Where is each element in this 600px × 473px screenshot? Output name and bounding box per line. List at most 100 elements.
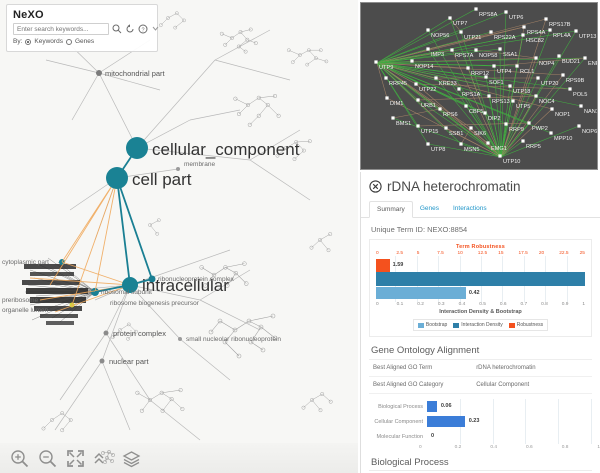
minor-node-markers[interactable] [96,70,182,364]
go-term-key: Best Aligned GO Term [373,365,433,371]
axis-tick: 0.1 [396,302,404,307]
axis-tick: 12.5 [477,251,488,256]
node-label-organelle-lumen: organelle lumen [2,307,49,314]
network-node [448,16,452,20]
svg-text:UTP6: UTP6 [509,15,523,21]
robustness-plot: 1.59 0.42 [374,256,587,302]
search-by-label: By: [13,38,23,45]
network-node [466,66,470,70]
zoom-out-icon[interactable] [38,449,57,468]
search-panel[interactable]: NeXO ? [6,4,161,52]
svg-text:SSB1: SSB1 [449,131,463,137]
svg-text:IMP3: IMP3 [431,52,444,58]
svg-text:UTP4: UTP4 [497,69,511,75]
legend-swatch [417,322,424,328]
svg-text:UTP13: UTP13 [579,34,596,40]
network-node [474,7,478,11]
term-detail-panel[interactable]: rDNA heterochromatin Summary Genes Inter… [360,172,600,473]
layers-icon[interactable] [122,449,141,468]
node-label-mitochondrial-part: mitochondrial part [105,69,166,78]
go-chart-row: Biological Process 0.06 [369,399,592,414]
radio-keywords[interactable] [25,38,32,45]
detail-tabs[interactable]: Summary Genes Interactions [361,201,600,218]
gridline [558,399,560,414]
network-node [374,60,378,64]
svg-text:NOP56: NOP56 [431,33,449,39]
svg-text:UTP9: UTP9 [379,65,393,71]
help-icon[interactable]: ? [137,24,148,35]
go-chart-track: 0.06 [427,399,592,414]
axis-tick: 5 [416,251,420,256]
ontology-graph-panel[interactable]: cellular_component cell part intracellul… [0,0,358,473]
collapse-network-icon[interactable] [94,449,115,468]
zoom-in-icon[interactable] [10,449,29,468]
svg-text:SSA1: SSA1 [503,52,517,58]
close-circle-icon[interactable] [369,180,382,193]
network-nodes[interactable] [374,7,587,158]
search-input[interactable] [13,23,109,35]
refresh-icon[interactable] [124,24,135,35]
bar-robustness-fill [376,258,390,272]
detail-header: rDNA heterochromatin [361,172,600,196]
network-node [498,154,502,158]
svg-text:UTP18: UTP18 [513,89,530,95]
node-label-intracellular: intracellular [142,276,229,295]
fit-screen-icon[interactable] [66,449,85,468]
tab-interactions[interactable]: Interactions [452,205,487,212]
axis-tick: 1 [582,302,586,307]
go-alignment-title: Gene Ontology Alignment [371,345,480,356]
tab-genes[interactable]: Genes [419,205,439,212]
network-node [527,121,531,125]
network-node [544,17,548,21]
svg-text:HSC82: HSC82 [526,38,544,44]
network-node [511,99,515,103]
network-node [414,82,418,86]
node-cellular-component [126,137,148,159]
network-node [457,87,461,91]
svg-text:?: ? [141,27,144,33]
radio-genes[interactable] [65,38,72,45]
search-by-row[interactable]: By: Keywords Genes [13,38,151,45]
network-node [521,139,525,143]
gridline [525,429,527,444]
network-gene-labels: UTP9 RPS8A UTP6 UTP7 RPS17B NOP56 UTP21 RPS22A R… [379,12,597,165]
tab-summary[interactable]: Summary [369,201,413,218]
node-label-ribosomal-subunit: ribosomal subunit [101,289,152,296]
network-node [487,94,491,98]
unique-term-id: Unique Term ID: NEXO:8854 [371,225,468,234]
go-chart-label: Biological Process [378,403,423,410]
axis-tick: 1 [597,445,600,450]
gene-interaction-network-panel[interactable]: UTP9 RPS8A UTP6 UTP7 RPS17B NOP56 UTP21 RPS22A R… [360,2,598,170]
svg-text:UTP8: UTP8 [431,147,445,153]
chart-bottom-axis: 0 0.1 0.2 0.3 0.4 0.5 0.6 0.7 0.8 0.9 1 [374,302,587,307]
axis-tick: 0 [376,251,379,256]
go-chart-row: Cellular Component 0.23 [369,414,592,429]
node-label-membrane: membrane [184,161,215,168]
page-title: rDNA heterochromatin [387,179,521,194]
network-node [450,48,454,52]
search-icon[interactable] [111,24,122,35]
legend-swatch [508,322,515,328]
ontology-graph-canvas[interactable]: cellular_component cell part intracellul… [0,0,358,473]
svg-text:UTP20: UTP20 [541,81,558,87]
svg-text:PWP2: PWP2 [532,126,548,132]
node-label-cytoplasmic-part: cytoplasmic part [2,259,49,266]
svg-text:RRP9: RRP9 [509,127,524,133]
go-chart-bar [427,416,465,427]
network-node [492,64,496,68]
robustness-chart-card: Term Robustness 0 2.5 5 7.5 10 12.5 15 17.5 20 22… [369,239,592,337]
svg-text:SIK6: SIK6 [474,131,486,137]
network-node [464,104,468,108]
svg-text:RPS8A: RPS8A [479,12,498,18]
legend-label: Interaction Density [461,322,503,328]
network-node [583,56,587,60]
gene-network-canvas[interactable]: UTP9 RPS8A UTP6 UTP7 RPS17B NOP56 UTP21 RPS22A R… [361,3,598,170]
legend-swatch [453,322,460,328]
gridline [492,429,494,444]
graph-toolbar[interactable] [0,443,358,473]
axis-tick: 22.5 [559,251,569,256]
go-chart-value: 0 [431,433,435,439]
expand-icon[interactable] [150,24,161,35]
network-node [410,59,414,63]
major-node-markers[interactable] [106,137,148,293]
